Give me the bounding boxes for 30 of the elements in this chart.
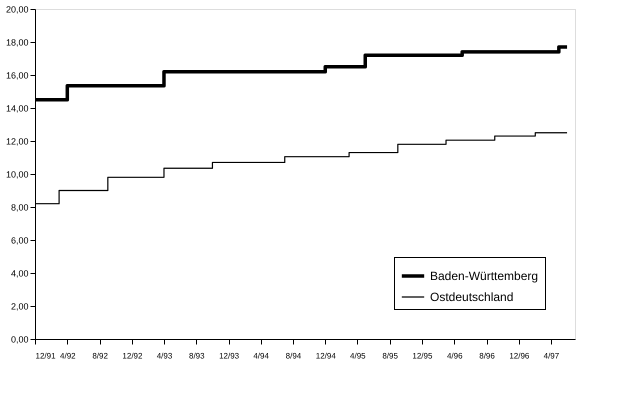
x-tick-label: 4/95: [350, 352, 366, 360]
y-tick-label: 0,00: [10, 334, 28, 344]
x-tick-label: 12/95: [412, 352, 433, 360]
y-tick-label: 20,00: [6, 4, 28, 14]
x-tick-label: 12/92: [122, 352, 143, 360]
x-tick-label: 8/94: [286, 352, 302, 360]
x-tick-label: 4/94: [253, 352, 270, 360]
x-tick-label: 8/93: [188, 352, 206, 360]
x-tick-label: 12/94: [316, 352, 336, 360]
y-tick-label: 18,00: [6, 38, 28, 48]
x-tick-label: 12/93: [219, 352, 240, 360]
x-tick-label: 4/93: [156, 352, 173, 360]
x-tick-label: 8/95: [382, 352, 398, 360]
y-tick-label: 4,00: [10, 268, 28, 278]
legend-label: Ostdeutschland: [430, 290, 514, 304]
y-tick-label: 16,00: [6, 70, 28, 80]
y-tick-label: 6,00: [10, 236, 28, 246]
y-tick-label: 2,00: [10, 302, 28, 312]
x-tick-label: 12/96: [509, 352, 530, 360]
y-tick-label: 12,00: [6, 136, 28, 146]
x-tick-label: 4/92: [60, 352, 76, 360]
legend-label: Baden-Württemberg: [430, 269, 538, 283]
y-tick-label: 10,00: [6, 170, 28, 180]
y-tick-label: 14,00: [6, 104, 28, 114]
y-tick-label: 8,00: [10, 202, 28, 212]
x-tick-label: 4/97: [544, 352, 560, 360]
x-tick-label: 8/96: [479, 352, 496, 360]
x-tick-label: 8/92: [92, 352, 108, 360]
x-tick-label: 4/96: [446, 352, 464, 360]
x-tick-label: 12/91: [36, 352, 56, 360]
